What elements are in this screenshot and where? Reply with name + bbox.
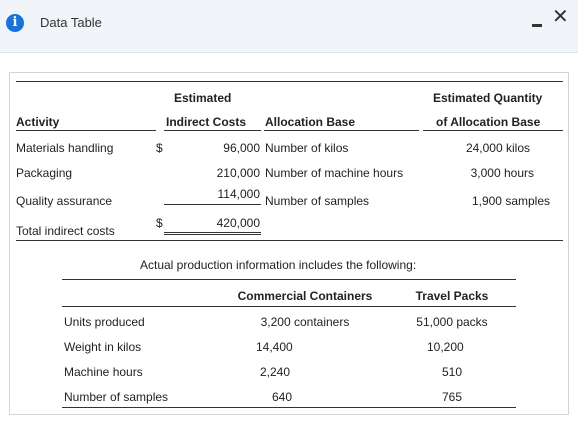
production-row-label: Weight in kilos xyxy=(64,340,142,354)
row-quantity: 3,000 hours xyxy=(470,166,534,180)
production-row-travel: 10,200 xyxy=(427,340,464,354)
row-cost: 114,000 xyxy=(217,187,261,201)
production-row-label: Number of samples xyxy=(64,390,169,404)
row-activity: Packaging xyxy=(16,166,73,180)
production-row-commercial: 640 xyxy=(272,390,293,404)
production-row-commercial: 14,400 xyxy=(256,340,293,354)
close-button[interactable]: ✕ xyxy=(552,6,570,26)
total-label: Total indirect costs xyxy=(16,224,115,238)
row-cost: 210,000 xyxy=(216,166,260,180)
row-quantity: 24,000 kilos xyxy=(465,141,530,155)
production-row-commercial: 3,200 containers xyxy=(260,315,350,329)
table2-header-rule xyxy=(62,306,516,307)
minimize-icon xyxy=(532,24,542,27)
production-row-travel: 51,000 packs xyxy=(416,315,488,329)
table2-top-rule xyxy=(62,279,516,280)
window-title: Data Table xyxy=(40,15,102,30)
header-rule xyxy=(164,130,261,131)
production-row-label: Units produced xyxy=(64,315,145,329)
production-row-label: Machine hours xyxy=(64,365,143,379)
close-icon: ✕ xyxy=(552,4,569,28)
header-activity: Activity xyxy=(16,115,60,129)
table-top-rule xyxy=(16,81,563,82)
total-value: 420,000 xyxy=(216,216,260,230)
row-base: Number of kilos xyxy=(265,141,349,155)
total-dollar: $ xyxy=(156,216,163,230)
production-row-travel: 510 xyxy=(442,365,463,379)
minimize-button[interactable] xyxy=(532,14,544,30)
row-dollar: $ xyxy=(156,141,163,155)
row-quantity: 1,900 samples xyxy=(471,194,550,208)
header-rule xyxy=(423,130,563,131)
subtotal-rule xyxy=(164,204,261,205)
production-caption: Actual production information includes t… xyxy=(140,258,417,272)
production-row-commercial: 2,240 xyxy=(260,365,291,379)
table2-bottom-rule xyxy=(62,407,516,408)
header-estimated-quantity: Estimated Quantity xyxy=(433,91,543,105)
data-table-panel: Estimated Estimated Quantity Activity In… xyxy=(9,72,569,415)
title-bar: i Data Table ✕ xyxy=(0,0,578,53)
header-travel-packs: Travel Packs xyxy=(415,289,489,303)
row-base: Number of samples xyxy=(265,194,370,208)
header-estimated: Estimated xyxy=(174,91,232,105)
row-cost: 96,000 xyxy=(223,141,260,155)
total-double-rule xyxy=(164,232,261,235)
header-rule xyxy=(264,130,419,131)
table-bottom-rule xyxy=(16,240,563,241)
header-indirect-costs: Indirect Costs xyxy=(166,115,247,129)
header-of-allocation-base: of Allocation Base xyxy=(436,115,541,129)
row-activity: Quality assurance xyxy=(16,194,113,208)
header-commercial-containers: Commercial Containers xyxy=(237,289,373,303)
row-activity: Materials handling xyxy=(16,141,114,155)
header-allocation-base: Allocation Base xyxy=(265,115,356,129)
row-base: Number of machine hours xyxy=(265,166,404,180)
header-rule xyxy=(16,130,156,131)
production-row-travel: 765 xyxy=(442,390,463,404)
info-icon: i xyxy=(6,14,24,32)
